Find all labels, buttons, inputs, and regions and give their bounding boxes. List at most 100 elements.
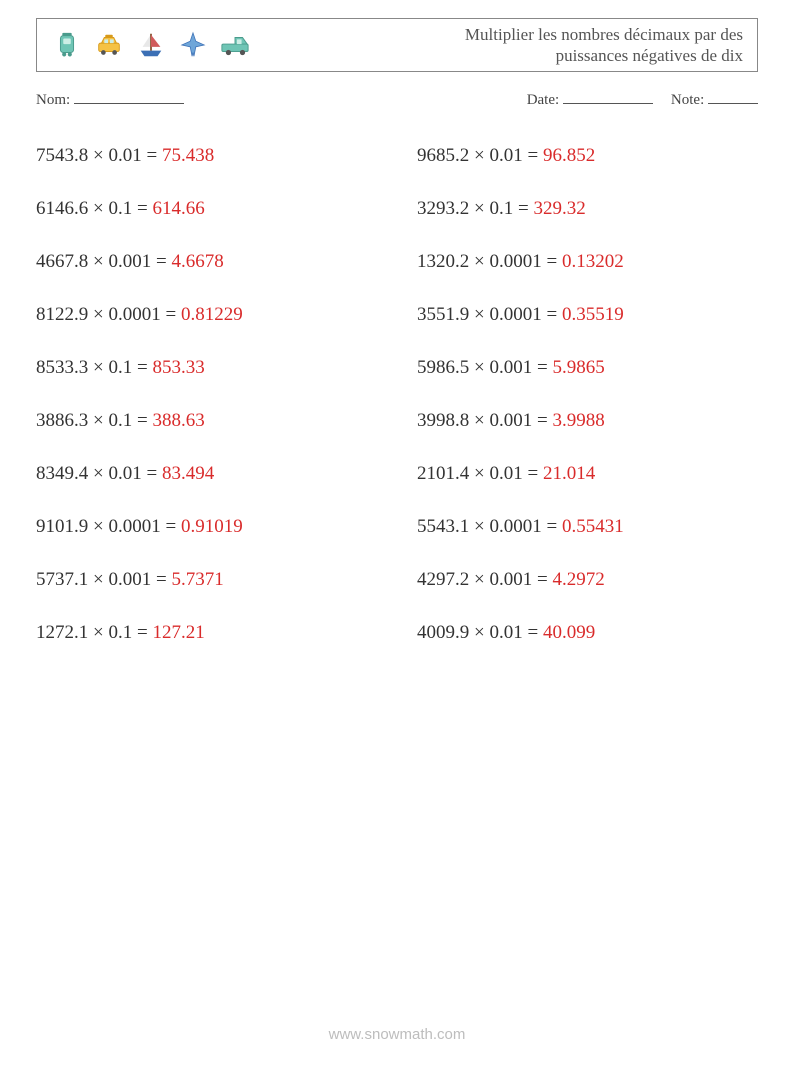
footer-url: www.snowmath.com — [0, 1026, 794, 1043]
equals: = — [132, 198, 152, 219]
operand-a: 5737.1 — [36, 569, 88, 590]
operand-a: 1272.1 — [36, 622, 88, 643]
operand-b: 0.01 — [489, 463, 522, 484]
times-symbol: × — [93, 463, 104, 484]
equals: = — [532, 357, 552, 378]
operand-a: 4667.8 — [36, 251, 88, 272]
times-symbol: × — [474, 516, 485, 537]
operand-b: 0.0001 — [108, 516, 160, 537]
note-field: Note: — [671, 90, 758, 109]
operand-a: 8122.9 — [36, 304, 88, 325]
problem-row-2-left: 4667.8 × 0.001 = 4.6678 — [36, 251, 377, 273]
operand-a: 9685.2 — [417, 145, 469, 166]
problem-row-9-right: 4009.9 × 0.01 = 40.099 — [417, 622, 758, 644]
operand-b: 0.1 — [108, 198, 132, 219]
note-underline — [708, 90, 758, 104]
equals: = — [542, 304, 562, 325]
operand-b: 0.1 — [108, 410, 132, 431]
times-symbol: × — [93, 569, 104, 590]
title-line-2: puissances négatives de dix — [465, 45, 743, 66]
times-symbol: × — [93, 198, 104, 219]
airplane-icon — [177, 29, 209, 61]
train-icon — [51, 29, 83, 61]
times-symbol: × — [93, 410, 104, 431]
answer: 388.63 — [152, 410, 204, 431]
equals: = — [523, 145, 543, 166]
answer: 21.014 — [543, 463, 595, 484]
answer: 0.91019 — [181, 516, 243, 537]
problem-row-3-right: 3551.9 × 0.0001 = 0.35519 — [417, 304, 758, 326]
times-symbol: × — [93, 304, 104, 325]
times-symbol: × — [474, 569, 485, 590]
problem-row-8-left: 5737.1 × 0.001 = 5.7371 — [36, 569, 377, 591]
pickup-icon — [219, 29, 251, 61]
equals: = — [151, 569, 171, 590]
times-symbol: × — [93, 145, 104, 166]
operand-b: 0.0001 — [108, 304, 160, 325]
equals: = — [532, 410, 552, 431]
name-underline — [74, 90, 184, 104]
answer: 96.852 — [543, 145, 595, 166]
answer: 83.494 — [162, 463, 214, 484]
operand-a: 7543.8 — [36, 145, 88, 166]
operand-a: 6146.6 — [36, 198, 88, 219]
operand-a: 3886.3 — [36, 410, 88, 431]
answer: 5.7371 — [171, 569, 223, 590]
times-symbol: × — [474, 463, 485, 484]
equals: = — [542, 251, 562, 272]
times-symbol: × — [474, 198, 485, 219]
equals: = — [542, 516, 562, 537]
problem-row-6-right: 2101.4 × 0.01 = 21.014 — [417, 463, 758, 485]
operand-b: 0.01 — [108, 145, 141, 166]
date-label: Date: — [527, 92, 559, 108]
answer: 0.55431 — [562, 516, 624, 537]
operand-b: 0.001 — [489, 410, 532, 431]
operand-b: 0.1 — [108, 357, 132, 378]
equals: = — [523, 622, 543, 643]
times-symbol: × — [474, 251, 485, 272]
date-underline — [563, 90, 653, 104]
problem-row-7-left: 9101.9 × 0.0001 = 0.91019 — [36, 516, 377, 538]
operand-a: 5986.5 — [417, 357, 469, 378]
operand-b: 0.001 — [108, 251, 151, 272]
operand-a: 3293.2 — [417, 198, 469, 219]
operand-a: 3998.8 — [417, 410, 469, 431]
answer: 0.13202 — [562, 251, 624, 272]
date-field: Date: — [527, 90, 653, 109]
answer: 4.6678 — [171, 251, 223, 272]
times-symbol: × — [93, 622, 104, 643]
operand-b: 0.1 — [108, 622, 132, 643]
operand-b: 0.0001 — [489, 516, 541, 537]
equals: = — [142, 145, 162, 166]
problem-row-6-left: 8349.4 × 0.01 = 83.494 — [36, 463, 377, 485]
times-symbol: × — [474, 410, 485, 431]
problem-row-1-left: 6146.6 × 0.1 = 614.66 — [36, 198, 377, 220]
name-label: Nom: — [36, 92, 70, 108]
title-line-1: Multiplier les nombres décimaux par des — [465, 24, 743, 45]
answer: 0.35519 — [562, 304, 624, 325]
sailboat-icon — [135, 29, 167, 61]
times-symbol: × — [93, 516, 104, 537]
equals: = — [161, 516, 181, 537]
operand-b: 0.01 — [108, 463, 141, 484]
problem-row-7-right: 5543.1 × 0.0001 = 0.55431 — [417, 516, 758, 538]
problem-row-2-right: 1320.2 × 0.0001 = 0.13202 — [417, 251, 758, 273]
answer: 614.66 — [152, 198, 204, 219]
times-symbol: × — [474, 304, 485, 325]
equals: = — [532, 569, 552, 590]
equals: = — [513, 198, 533, 219]
problem-row-4-left: 8533.3 × 0.1 = 853.33 — [36, 357, 377, 379]
problem-row-4-right: 5986.5 × 0.001 = 5.9865 — [417, 357, 758, 379]
equals: = — [142, 463, 162, 484]
operand-b: 0.0001 — [489, 304, 541, 325]
operand-a: 3551.9 — [417, 304, 469, 325]
times-symbol: × — [474, 357, 485, 378]
operand-b: 0.001 — [489, 357, 532, 378]
problem-row-5-right: 3998.8 × 0.001 = 3.9988 — [417, 410, 758, 432]
note-label: Note: — [671, 92, 704, 108]
operand-b: 0.0001 — [489, 251, 541, 272]
problem-row-8-right: 4297.2 × 0.001 = 4.2972 — [417, 569, 758, 591]
equals: = — [523, 463, 543, 484]
operand-a: 8349.4 — [36, 463, 88, 484]
answer: 3.9988 — [552, 410, 604, 431]
